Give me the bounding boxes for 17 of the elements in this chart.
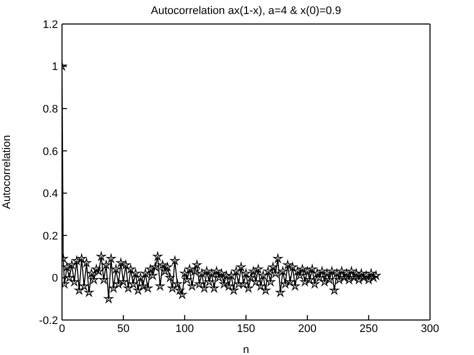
- x-axis-title: n: [242, 344, 250, 355]
- chart-title: Autocorrelation ax(1-x), a=4 & x(0)=0.9: [150, 5, 342, 17]
- x-tick-label: 200: [298, 322, 317, 335]
- y-tick-label: 1.2: [42, 18, 58, 31]
- y-tick-label: 0.2: [42, 230, 58, 242]
- y-tick-label: 1: [52, 61, 58, 74]
- x-tick-label: 150: [236, 322, 256, 335]
- y-tick-label: 0: [52, 272, 58, 285]
- x-tick-label: 250: [359, 322, 378, 335]
- y-tick-label: 0.8: [42, 103, 58, 116]
- y-tick-label: 0.6: [42, 146, 58, 158]
- y-axis-title: Autocorrelation: [0, 135, 13, 209]
- x-tick-label: 100: [175, 322, 194, 335]
- y-tick-label: 0.4: [42, 188, 58, 200]
- x-tick-label: 300: [420, 322, 440, 335]
- y-tick-label: -0.2: [39, 314, 58, 327]
- x-tick-label: 50: [117, 322, 130, 335]
